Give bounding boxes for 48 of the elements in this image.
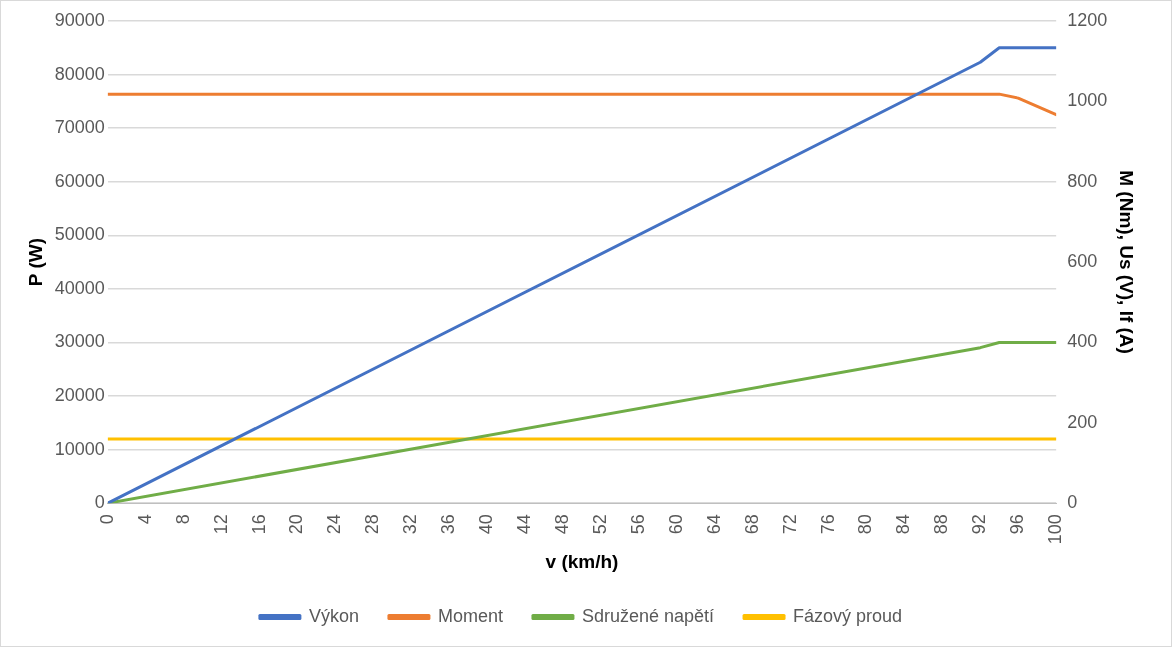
y-tick-label: 80000 (54, 63, 105, 84)
y-axis-title: P (W) (24, 237, 46, 287)
x-tick-label: 96 (1007, 514, 1028, 535)
x-tick-label: 100 (1045, 514, 1066, 545)
x-tick-label: 56 (627, 514, 648, 535)
y-tick-label: 20000 (54, 384, 105, 405)
x-tick-label: 24 (324, 514, 345, 535)
x-tick-label: 52 (589, 514, 610, 535)
legend-label: Moment (437, 605, 503, 626)
x-tick-label: 88 (931, 514, 952, 535)
x-tick-label: 4 (134, 514, 155, 525)
y-tick-label: 60000 (54, 170, 105, 191)
y2-tick-label: 1200 (1067, 9, 1108, 30)
x-tick-label: 60 (665, 514, 686, 535)
x-tick-label: 36 (438, 514, 459, 535)
y-tick-label: 70000 (54, 117, 105, 138)
x-tick-label: 68 (741, 514, 762, 535)
y2-tick-label: 800 (1067, 170, 1098, 191)
x-tick-label: 92 (969, 514, 990, 535)
x-tick-label: 20 (286, 514, 307, 535)
y-tick-label: 10000 (54, 438, 105, 459)
y2-tick-label: 400 (1067, 331, 1098, 352)
x-tick-label: 8 (172, 514, 193, 525)
x-tick-label: 32 (400, 514, 421, 535)
legend-label: Výkon (308, 605, 359, 626)
legend-label: Fázový proud (793, 605, 903, 626)
legend-label: Sdružené napětí (581, 605, 715, 626)
x-tick-label: 0 (96, 514, 117, 525)
y2-axis-title: M (Nm), Us (V), If (A) (1116, 170, 1138, 354)
x-tick-label: 16 (248, 514, 269, 535)
x-tick-label: 84 (893, 514, 914, 535)
y2-tick-label: 200 (1067, 411, 1098, 432)
y-tick-label: 50000 (54, 224, 105, 245)
x-tick-label: 12 (210, 514, 231, 535)
y2-tick-label: 600 (1067, 251, 1098, 272)
y-tick-label: 90000 (54, 9, 105, 30)
x-tick-label: 48 (552, 514, 573, 535)
y-tick-label: 30000 (54, 331, 105, 352)
x-tick-label: 40 (476, 514, 497, 535)
x-tick-label: 64 (703, 514, 724, 535)
x-tick-label: 28 (362, 514, 383, 535)
x-axis-title: v (km/h) (545, 550, 619, 572)
y-tick-label: 40000 (54, 277, 105, 298)
x-tick-label: 76 (817, 514, 838, 535)
x-tick-label: 80 (855, 514, 876, 535)
y2-tick-label: 1000 (1067, 90, 1108, 111)
x-tick-label: 44 (514, 514, 535, 535)
x-tick-label: 72 (779, 514, 800, 535)
